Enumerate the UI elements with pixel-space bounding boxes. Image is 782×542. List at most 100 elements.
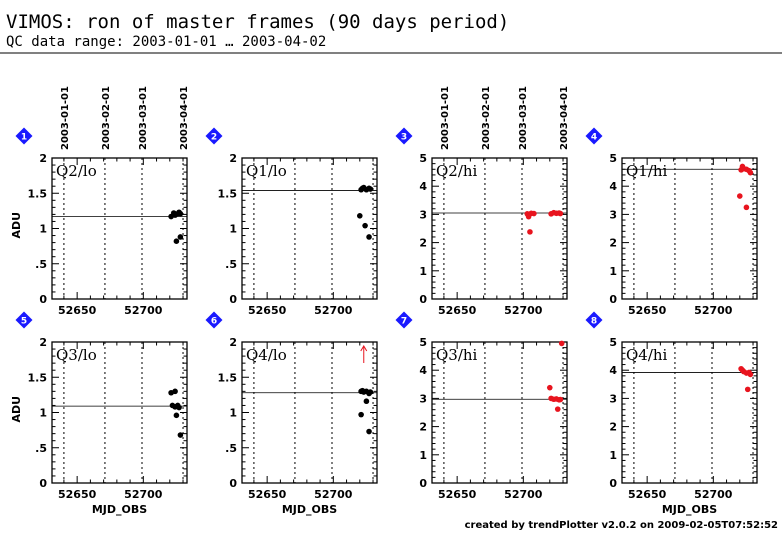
y-tick-label: 5 xyxy=(609,336,617,349)
x-tick-label: 52650 xyxy=(248,304,287,317)
plot-frame xyxy=(621,341,758,484)
y-tick-label: 4 xyxy=(419,180,427,193)
y-tick-label: 1 xyxy=(609,449,617,462)
y-tick-label: .5 xyxy=(225,258,237,271)
data-point xyxy=(177,210,184,217)
data-point xyxy=(366,428,372,435)
data-point xyxy=(367,389,374,395)
x-tick-label: 52650 xyxy=(628,304,667,317)
data-point xyxy=(177,432,184,438)
panel-badge xyxy=(395,311,413,329)
date-tick-label: 2003-02-01 xyxy=(481,86,492,150)
panel-label: Q4/lo xyxy=(246,346,287,364)
date-tick-label: 2003-02-01 xyxy=(101,86,112,150)
panel-label: Q2/hi xyxy=(436,162,478,180)
credit-line: created by trendPlotter v2.0.2 on 2009-0… xyxy=(465,520,778,531)
x-tick-label: 52650 xyxy=(248,488,287,501)
data-point xyxy=(363,398,370,405)
y-tick-label: 0 xyxy=(229,477,237,490)
data-point xyxy=(177,234,184,240)
y-tick-label: 2 xyxy=(609,237,617,250)
data-point xyxy=(173,238,180,244)
data-point xyxy=(531,210,537,217)
y-tick-label: .5 xyxy=(35,442,47,455)
plot-frame xyxy=(621,157,758,300)
y-tick-label: 2 xyxy=(419,421,427,434)
panel-label: Q4/hi xyxy=(626,346,668,364)
y-tick-label: 5 xyxy=(419,336,427,349)
x-axis-label: MJD_OBS xyxy=(282,503,337,516)
y-tick-label: 1.5 xyxy=(28,371,48,384)
data-point xyxy=(736,193,743,199)
outlier-arrow-head xyxy=(360,345,368,352)
data-point xyxy=(558,340,565,347)
panel-badge-number: 2 xyxy=(211,133,217,143)
data-point xyxy=(356,213,363,219)
y-axis-label: ADU xyxy=(10,396,23,423)
panel-badge-number: 7 xyxy=(401,317,407,327)
panel-badge-number: 3 xyxy=(401,133,407,143)
y-tick-label: 0 xyxy=(419,293,427,306)
data-point xyxy=(743,204,750,211)
data-point xyxy=(546,384,553,391)
x-tick-label: 52700 xyxy=(314,304,353,317)
panel-5: 0 .5 1 1.5 2 52650 52700 5 Q3/lo ADU MJD_OBS xyxy=(10,311,188,516)
y-tick-label: 1 xyxy=(39,223,47,236)
y-tick-label: 4 xyxy=(609,364,617,377)
panel-badge-number: 4 xyxy=(591,133,597,143)
y-tick-label: 0 xyxy=(609,477,617,490)
panel-badge xyxy=(205,311,223,329)
panel-badge-number: 6 xyxy=(211,317,217,327)
data-point xyxy=(527,229,533,235)
x-tick-label: 52650 xyxy=(438,304,477,317)
data-point xyxy=(176,404,182,411)
panel-1: 0 .5 1 1.5 2 52650 52700 2003-01-01 2003-02-01 20… xyxy=(10,86,190,317)
y-tick-label: 1.5 xyxy=(218,371,238,384)
panel-2: 0 .5 1 1.5 2 52650 52700 2 Q1/lo xyxy=(205,127,378,317)
y-tick-label: 0 xyxy=(229,293,237,306)
data-point xyxy=(744,386,751,393)
y-tick-label: 2 xyxy=(229,336,237,349)
data-point xyxy=(747,371,754,378)
x-tick-label: 52700 xyxy=(314,488,353,501)
y-tick-label: 0 xyxy=(39,477,47,490)
x-tick-label: 52650 xyxy=(58,304,97,317)
data-point xyxy=(358,411,364,418)
y-tick-label: 4 xyxy=(609,180,617,193)
panel-4: 0 1 2 3 4 5 52650 52700 4 Q1/hi xyxy=(585,127,758,317)
y-tick-label: 1 xyxy=(609,265,617,278)
y-tick-label: 2 xyxy=(419,237,427,250)
data-point xyxy=(173,412,180,419)
date-tick-label: 2003-01-01 xyxy=(60,86,71,150)
panel-label: Q3/hi xyxy=(436,346,478,364)
panel-label: Q3/lo xyxy=(56,346,97,364)
data-point xyxy=(557,210,564,217)
figure-title: VIMOS: ron of master frames (90 days per… xyxy=(6,11,509,33)
y-tick-label: 1 xyxy=(419,449,427,462)
x-tick-label: 52700 xyxy=(124,488,163,501)
y-tick-label: 4 xyxy=(419,364,427,377)
y-tick-label: 1.5 xyxy=(218,187,238,200)
y-tick-label: 5 xyxy=(609,152,617,165)
panel-badge xyxy=(585,311,603,329)
panel-8: 0 1 2 3 4 5 52650 52700 8 Q4/hi MJD_OBS xyxy=(585,311,758,516)
date-tick-label: 2003-04-01 xyxy=(179,86,190,150)
y-tick-label: 1.5 xyxy=(28,187,48,200)
panel-7: 0 1 2 3 4 5 52650 52700 7 Q3/hi xyxy=(395,311,568,501)
y-tick-label: 0 xyxy=(39,293,47,306)
x-tick-label: 52650 xyxy=(438,488,477,501)
y-tick-label: 1 xyxy=(229,223,237,236)
figure-subtitle: QC data range: 2003-01-01 … 2003-04-02 xyxy=(6,34,326,50)
x-tick-label: 52650 xyxy=(58,488,97,501)
x-axis-label: MJD_OBS xyxy=(662,503,717,516)
date-tick-label: 2003-01-01 xyxy=(440,86,451,150)
data-point xyxy=(366,234,372,240)
x-axis-label: MJD_OBS xyxy=(92,503,147,516)
data-point xyxy=(554,406,561,412)
panel-label: Q1/lo xyxy=(246,162,287,180)
data-point xyxy=(172,388,178,395)
x-tick-label: 52700 xyxy=(694,304,733,317)
y-tick-label: 5 xyxy=(419,152,427,165)
